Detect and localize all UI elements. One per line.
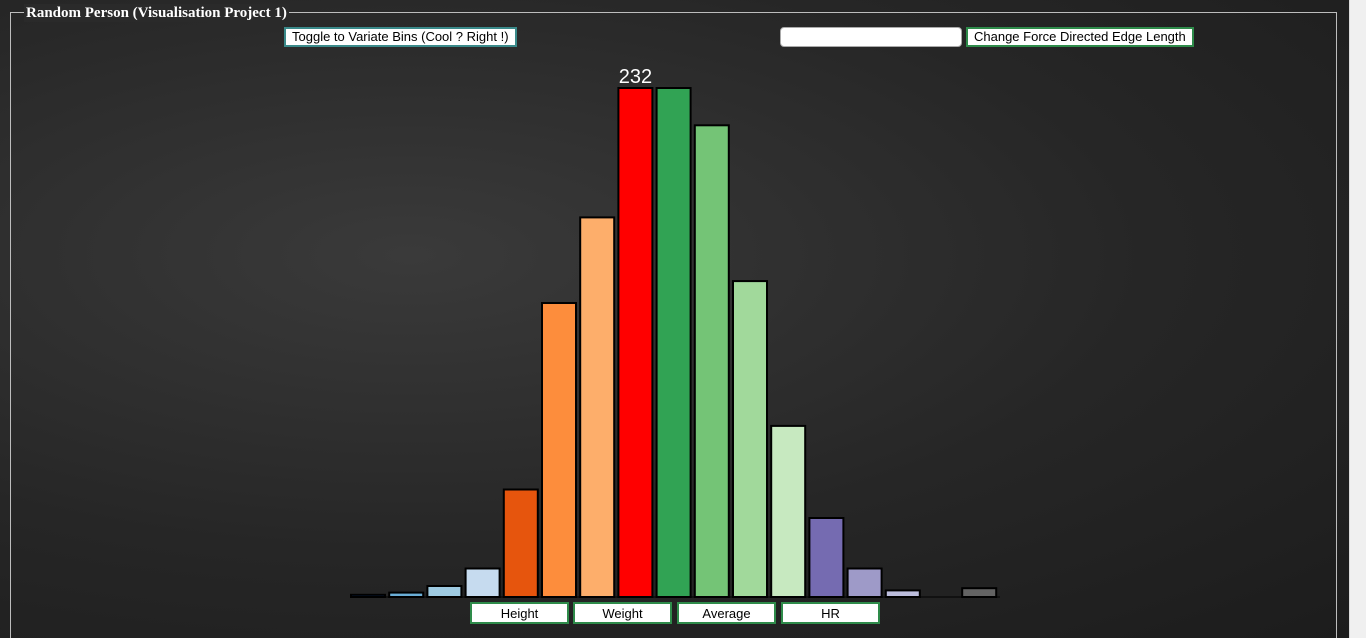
histogram-bar[interactable] [579,216,616,598]
histogram-bar[interactable] [808,517,845,598]
height-button[interactable]: Height [470,602,569,624]
page-title: Random Person (Visualisation Project 1) [24,4,289,22]
histogram-bar[interactable] [617,87,654,598]
edge-length-input[interactable] [780,27,962,47]
histogram-bar[interactable] [884,589,921,599]
peak-value-label: 232 [619,66,652,88]
histogram-bar[interactable] [388,591,425,598]
histogram-bar[interactable] [350,593,386,598]
histogram-bar[interactable] [732,280,768,598]
histogram-chart: 232 [350,66,1000,599]
histogram-bar[interactable] [770,424,807,598]
average-button[interactable]: Average [677,602,776,624]
histogram-bar[interactable] [961,587,998,599]
histogram-bar[interactable] [693,124,730,599]
chart-panel: Random Person (Visualisation Project 1) [10,4,1337,638]
vertical-scrollbar[interactable] [1349,0,1366,638]
weight-button[interactable]: Weight [573,602,672,624]
toggle-variate-bins-button[interactable]: Toggle to Variate Bins (Cool ? Right !) [284,27,517,47]
histogram-bar[interactable] [426,585,463,598]
histogram-bar[interactable] [655,87,692,598]
histogram-bar[interactable] [846,567,883,598]
hr-button[interactable]: HR [781,602,880,624]
histogram-bar[interactable] [541,302,577,598]
histogram-bar[interactable] [464,567,501,598]
change-edge-length-button[interactable]: Change Force Directed Edge Length [966,27,1194,47]
histogram-bar[interactable] [502,488,539,598]
